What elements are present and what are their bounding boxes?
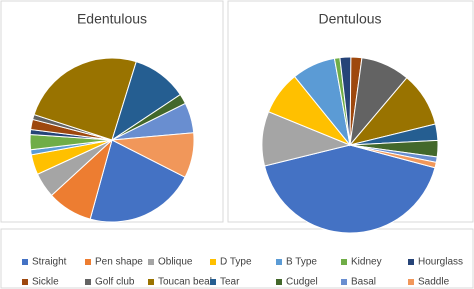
legend-marker [22, 259, 28, 265]
legend-label: Golf club [95, 277, 135, 288]
pie-slice [110, 132, 195, 178]
pie-slice [33, 57, 137, 141]
legend-label: Oblique [158, 257, 193, 268]
legend-marker [85, 259, 91, 265]
legend-marker [210, 279, 216, 285]
legend-marker [148, 279, 154, 285]
pie-slice [89, 139, 186, 223]
chart-title: Dentulous [318, 11, 381, 27]
legend-label: Basal [351, 277, 376, 288]
legend-marker [148, 259, 154, 265]
legend-marker [408, 279, 414, 285]
chart-title: Edentulous [77, 11, 147, 27]
legend-label: Straight [32, 257, 67, 268]
legend-marker [210, 259, 216, 265]
legend-label: Kidney [351, 257, 382, 268]
pie-slice [263, 144, 436, 234]
legend-marker [341, 279, 347, 285]
legend-box [0, 228, 474, 289]
legend-label: Pen shape [95, 257, 143, 268]
legend-marker [276, 259, 282, 265]
legend-marker [276, 279, 282, 285]
legend-label: D Type [220, 257, 252, 268]
pie-slice [349, 144, 437, 169]
legend-label: Cudgel [286, 277, 318, 288]
legend-label: Hourglass [418, 257, 463, 268]
legend-label: Saddle [418, 277, 450, 288]
legend-label: Toucan beak [158, 277, 216, 288]
legend-label: B Type [286, 257, 317, 268]
legend-marker [408, 259, 414, 265]
legend-marker [341, 259, 347, 265]
legend-marker [85, 279, 91, 285]
legend-label: Sickle [32, 277, 59, 288]
legend-marker [22, 279, 28, 285]
legend-label: Tear [220, 277, 240, 288]
